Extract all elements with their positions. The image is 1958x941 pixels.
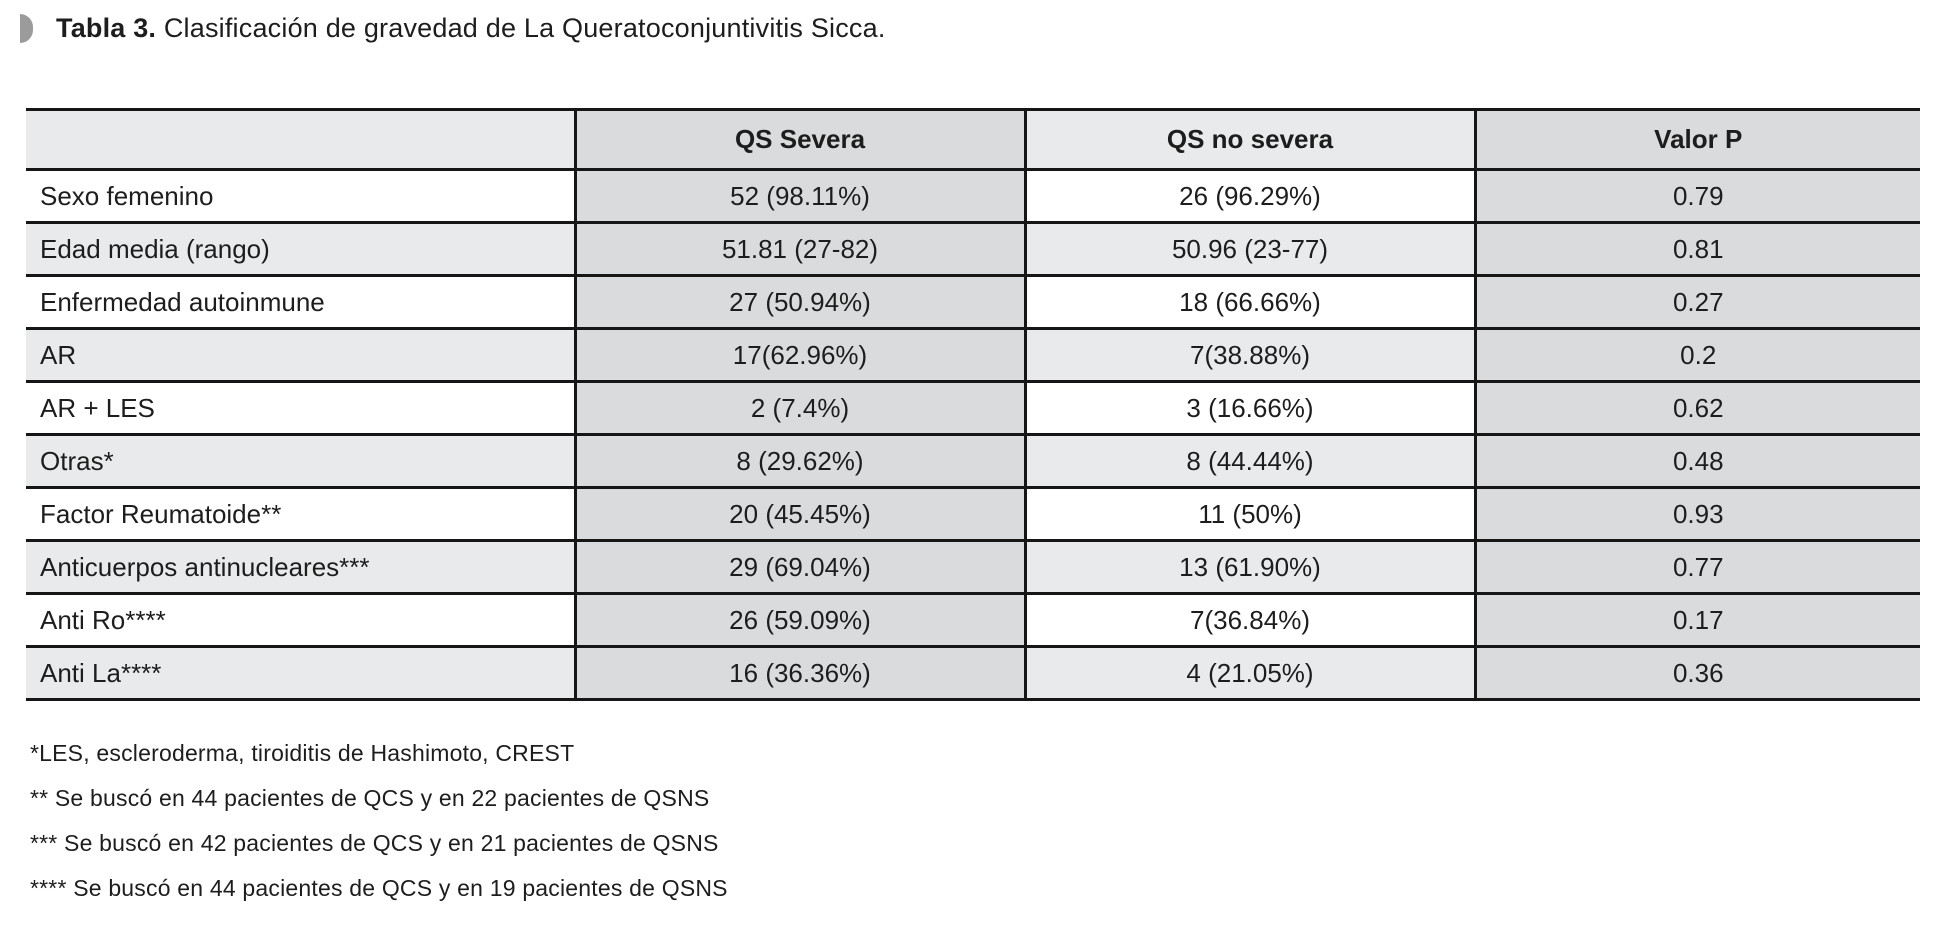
data-cell: 0.81 (1473, 221, 1920, 276)
table-body: Sexo femenino 52 (98.11%) 26 (96.29%) 0.… (26, 168, 1920, 701)
data-cell: 0.36 (1473, 645, 1920, 701)
row-label-cell: Anti La**** (26, 645, 575, 701)
data-cell: 0.77 (1473, 539, 1920, 594)
data-cell: 0.62 (1473, 380, 1920, 435)
data-table: QS Severa QS no severa Valor P Sexo feme… (26, 108, 1920, 701)
data-cell: 0.27 (1473, 274, 1920, 329)
header-row: QS Severa QS no severa Valor P (26, 108, 1920, 170)
data-cell: 16 (36.36%) (573, 645, 1025, 701)
data-cell: 2 (7.4%) (573, 380, 1025, 435)
table-row: Factor Reumatoide** 20 (45.45%) 11 (50%)… (26, 486, 1920, 541)
table-row: AR + LES 2 (7.4%) 3 (16.66%) 0.62 (26, 380, 1920, 435)
row-label-cell: AR (26, 327, 575, 382)
row-label-cell: Anticuerpos antinucleares*** (26, 539, 575, 594)
data-cell: 7(38.88%) (1023, 327, 1475, 382)
header-cell-empty (26, 108, 575, 170)
data-cell: 18 (66.66%) (1023, 274, 1475, 329)
data-cell: 8 (29.62%) (573, 433, 1025, 488)
data-cell: 29 (69.04%) (573, 539, 1025, 594)
row-label-cell: Sexo femenino (26, 168, 575, 223)
table-title-text: Clasificación de gravedad de La Queratoc… (156, 13, 886, 43)
title-marker-icon (20, 14, 33, 43)
row-label-cell: Edad media (rango) (26, 221, 575, 276)
data-cell: 0.2 (1473, 327, 1920, 382)
table-row: Sexo femenino 52 (98.11%) 26 (96.29%) 0.… (26, 168, 1920, 223)
data-cell: 50.96 (23-77) (1023, 221, 1475, 276)
footnote-1: *LES, escleroderma, tiroiditis de Hashim… (30, 740, 575, 766)
table-row: AR 17(62.96%) 7(38.88%) 0.2 (26, 327, 1920, 382)
data-cell: 26 (59.09%) (573, 592, 1025, 647)
data-cell: 20 (45.45%) (573, 486, 1025, 541)
header-cell-qs-no-severa: QS no severa (1023, 108, 1475, 170)
table-header: QS Severa QS no severa Valor P (26, 108, 1920, 170)
table-row: Anti La**** 16 (36.36%) 4 (21.05%) 0.36 (26, 645, 1920, 701)
data-cell: 26 (96.29%) (1023, 168, 1475, 223)
row-label-cell: Otras* (26, 433, 575, 488)
data-cell: 0.93 (1473, 486, 1920, 541)
row-label-cell: AR + LES (26, 380, 575, 435)
table-row: Anti Ro**** 26 (59.09%) 7(36.84%) 0.17 (26, 592, 1920, 647)
data-cell: 0.48 (1473, 433, 1920, 488)
footnote-2: ** Se buscó en 44 pacientes de QCS y en … (30, 785, 710, 811)
table-row: Enfermedad autoinmune 27 (50.94%) 18 (66… (26, 274, 1920, 329)
data-cell: 8 (44.44%) (1023, 433, 1475, 488)
data-cell: 3 (16.66%) (1023, 380, 1475, 435)
table-title: Tabla 3. Clasificación de gravedad de La… (56, 13, 886, 44)
row-label-cell: Enfermedad autoinmune (26, 274, 575, 329)
data-cell: 7(36.84%) (1023, 592, 1475, 647)
table-title-label: Tabla 3. (56, 13, 157, 43)
data-cell: 52 (98.11%) (573, 168, 1025, 223)
footnotes: *LES, escleroderma, tiroiditis de Hashim… (30, 742, 728, 922)
footnote-3: *** Se buscó en 42 pacientes de QCS y en… (30, 830, 719, 856)
data-cell: 0.79 (1473, 168, 1920, 223)
table-row: Edad media (rango) 51.81 (27-82) 50.96 (… (26, 221, 1920, 276)
data-cell: 51.81 (27-82) (573, 221, 1025, 276)
header-cell-valor-p: Valor P (1473, 108, 1920, 170)
row-label-cell: Anti Ro**** (26, 592, 575, 647)
data-cell: 13 (61.90%) (1023, 539, 1475, 594)
footnote-4: **** Se buscó en 44 pacientes de QCS y e… (30, 875, 728, 901)
data-cell: 11 (50%) (1023, 486, 1475, 541)
data-cell: 27 (50.94%) (573, 274, 1025, 329)
data-cell: 17(62.96%) (573, 327, 1025, 382)
table-row: Anticuerpos antinucleares*** 29 (69.04%)… (26, 539, 1920, 594)
data-cell: 4 (21.05%) (1023, 645, 1475, 701)
data-cell: 0.17 (1473, 592, 1920, 647)
table-row: Otras* 8 (29.62%) 8 (44.44%) 0.48 (26, 433, 1920, 488)
row-label-cell: Factor Reumatoide** (26, 486, 575, 541)
header-cell-qs-severa: QS Severa (573, 108, 1025, 170)
table-title-bar: Tabla 3. Clasificación de gravedad de La… (20, 13, 886, 44)
